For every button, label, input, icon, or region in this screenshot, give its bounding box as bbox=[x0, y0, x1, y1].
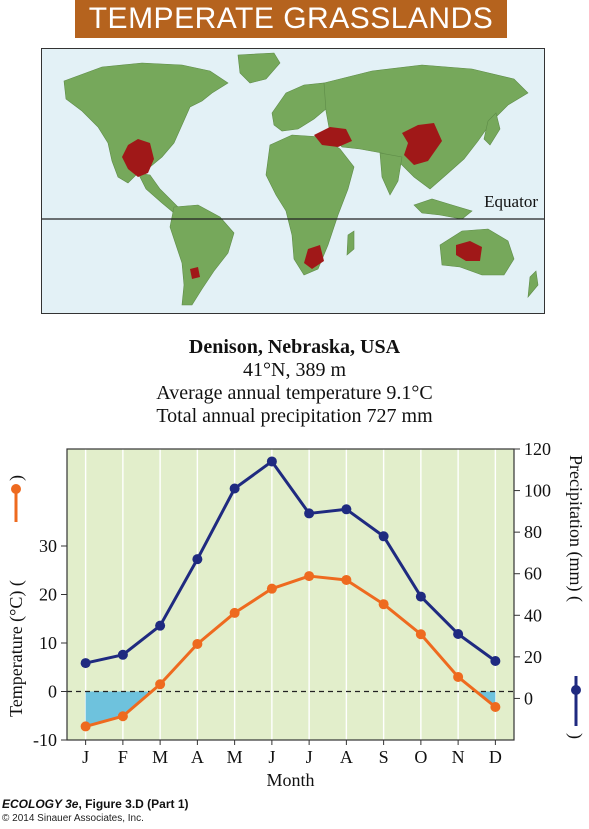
right-axis-title-close: ) bbox=[565, 733, 586, 739]
world-map: Equator bbox=[41, 48, 545, 314]
x-axis-title: Month bbox=[266, 770, 314, 790]
right-axis-title: Precipitation (mm) ( bbox=[565, 455, 586, 602]
x-tick-label-0: J bbox=[82, 747, 89, 767]
precipitation-series-point-0 bbox=[80, 658, 91, 669]
x-tick-label-4: M bbox=[227, 747, 243, 767]
x-tick-label-3: A bbox=[191, 747, 204, 767]
right-tick-label-100: 100 bbox=[524, 481, 551, 501]
figure-number: , Figure 3.D (Part 1) bbox=[78, 797, 189, 811]
left-tick-label-30: 30 bbox=[39, 536, 57, 556]
precipitation-series-point-11 bbox=[490, 656, 501, 667]
left-tick-label--10: -10 bbox=[33, 730, 57, 750]
precipitation-series-point-8 bbox=[378, 531, 389, 542]
x-tick-label-2: M bbox=[152, 747, 168, 767]
precipitation-series-point-6 bbox=[304, 508, 315, 519]
land-europe bbox=[271, 82, 333, 132]
temperature-series bbox=[85, 574, 497, 728]
left-tick-label-10: 10 bbox=[39, 633, 57, 653]
x-tick-label-1: F bbox=[118, 747, 128, 767]
x-tick-label-7: A bbox=[340, 747, 353, 767]
precipitation-series-point-7 bbox=[341, 504, 352, 515]
deficit-fill-winter-late bbox=[476, 691, 496, 708]
equator-label: Equator bbox=[484, 192, 538, 211]
temperature-series-point-6 bbox=[304, 571, 315, 582]
precipitation-series-point-1 bbox=[117, 649, 128, 660]
grassland-australia bbox=[456, 241, 482, 261]
right-tick-label-20: 20 bbox=[524, 647, 542, 667]
temperature-series-point-7 bbox=[341, 574, 352, 585]
precipitation-series-point-2 bbox=[155, 620, 166, 631]
station-info: Denison, Nebraska, USA 41°N, 389 m Avera… bbox=[0, 336, 589, 428]
grassland-south-africa bbox=[304, 245, 324, 269]
left-axis-title: Temperature (°C) ( bbox=[6, 580, 27, 717]
right-tick-label-80: 80 bbox=[524, 522, 542, 542]
climate-chart: -10 0 10 20 30 0 20 40 60 80 100 120 J F M A M J J A S O N D Mon… bbox=[6, 440, 586, 790]
precipitation-series-point-5 bbox=[266, 456, 277, 467]
temperature-series-point-1 bbox=[117, 711, 128, 722]
temperature-series-point-10 bbox=[453, 671, 464, 682]
grassland-argentina bbox=[190, 267, 200, 279]
temperature-series-point-11 bbox=[490, 702, 501, 713]
world-map-graphic bbox=[42, 52, 544, 306]
station-avg-temp: Average annual temperature 9.1°C bbox=[156, 382, 433, 404]
x-tick-label-8: S bbox=[379, 747, 389, 767]
precipitation-series-point-9 bbox=[415, 591, 426, 602]
deficit-fill-winter-early bbox=[85, 691, 152, 727]
land-south-america bbox=[169, 204, 235, 306]
grassland-north-america bbox=[122, 139, 154, 177]
right-tick-label-40: 40 bbox=[524, 605, 542, 625]
land-indonesia bbox=[413, 198, 473, 220]
temperature-series-point-9 bbox=[415, 629, 426, 640]
land-north-america bbox=[63, 62, 229, 184]
x-tick-label-5: J bbox=[268, 747, 275, 767]
grassland-eurasia-east bbox=[402, 123, 442, 165]
left-tick-label-20: 20 bbox=[39, 585, 57, 605]
temperature-series-point-3 bbox=[192, 638, 203, 649]
land-india bbox=[379, 152, 403, 196]
left-axis-title-close: ) bbox=[6, 475, 27, 481]
land-masses bbox=[63, 52, 539, 306]
temperature-series-point-4 bbox=[229, 607, 240, 618]
station-total-precip: Total annual precipitation 727 mm bbox=[156, 405, 433, 427]
precipitation-legend-dot bbox=[571, 685, 581, 695]
x-tick-label-10: N bbox=[452, 747, 465, 767]
precipitation-series-point-10 bbox=[453, 628, 464, 639]
temperature-series-point-2 bbox=[155, 679, 166, 690]
land-new-zealand bbox=[527, 270, 539, 298]
copyright-notice: © 2014 Sinauer Associates, Inc. bbox=[2, 813, 144, 824]
station-location: Denison, Nebraska, USA bbox=[188, 336, 401, 358]
figure-caption: ECOLOGY 3e, Figure 3.D (Part 1) bbox=[2, 797, 189, 811]
grassland-eurasia-west bbox=[314, 127, 352, 147]
book-title: ECOLOGY 3e bbox=[2, 797, 79, 811]
x-tick-label-9: O bbox=[414, 747, 427, 767]
x-tick-label-6: J bbox=[306, 747, 313, 767]
x-tick-label-11: D bbox=[489, 747, 502, 767]
temperature-series-point-5 bbox=[266, 583, 277, 594]
land-greenland bbox=[237, 52, 281, 84]
grassland-regions bbox=[122, 123, 482, 279]
right-tick-label-120: 120 bbox=[524, 440, 551, 459]
biome-banner: TEMPERATE GRASSLANDS bbox=[75, 0, 507, 38]
land-japan bbox=[483, 112, 501, 146]
left-tick-label-0: 0 bbox=[48, 682, 57, 702]
right-tick-label-0: 0 bbox=[524, 688, 533, 708]
land-madagascar bbox=[346, 230, 355, 256]
precipitation-series-point-3 bbox=[192, 554, 203, 565]
station-coordinates: 41°N, 389 m bbox=[243, 359, 346, 381]
temperature-series-point-0 bbox=[80, 721, 91, 732]
temperature-legend-dot bbox=[11, 484, 21, 494]
precipitation-series bbox=[85, 459, 497, 665]
precipitation-series-point-4 bbox=[229, 483, 240, 494]
right-tick-label-60: 60 bbox=[524, 564, 542, 584]
temperature-series-point-8 bbox=[378, 599, 389, 610]
